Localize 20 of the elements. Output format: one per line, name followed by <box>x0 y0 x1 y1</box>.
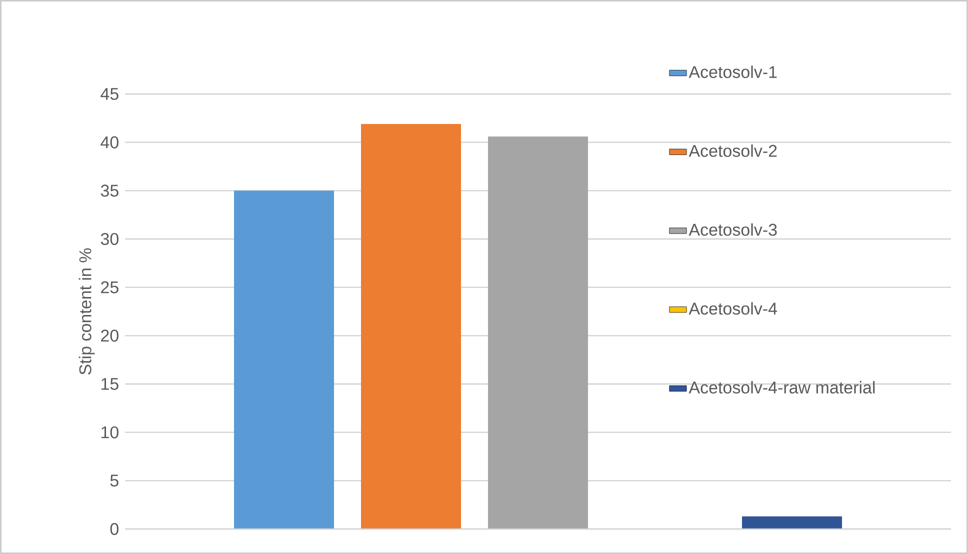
y-tick-label: 5 <box>110 474 118 487</box>
y-tick-label: 30 <box>100 232 118 246</box>
legend-label: Acetosolv-4-raw material <box>688 381 875 394</box>
y-tick-label: 0 <box>110 522 118 536</box>
legend-label: Acetosolv-1 <box>688 66 777 78</box>
y-tick-label: 25 <box>101 281 118 294</box>
y-tick-label: 20 <box>101 330 118 342</box>
bar <box>234 190 334 529</box>
y-tick-label: 45 <box>100 88 118 100</box>
legend-label: Acetosolv-2 <box>688 144 777 157</box>
y-tick-label: 10 <box>102 426 118 438</box>
legend-label: Acetosolv-3 <box>688 223 777 236</box>
bar <box>361 124 462 529</box>
y-tick-label: 40 <box>100 136 118 148</box>
legend-label: Acetosolv-4 <box>688 302 778 315</box>
bar <box>742 516 842 529</box>
bar <box>488 136 588 529</box>
y-axis-title: Stip content in % <box>78 248 95 375</box>
y-tick-label: 15 <box>102 378 118 390</box>
y-tick-label: 35 <box>100 184 118 197</box>
